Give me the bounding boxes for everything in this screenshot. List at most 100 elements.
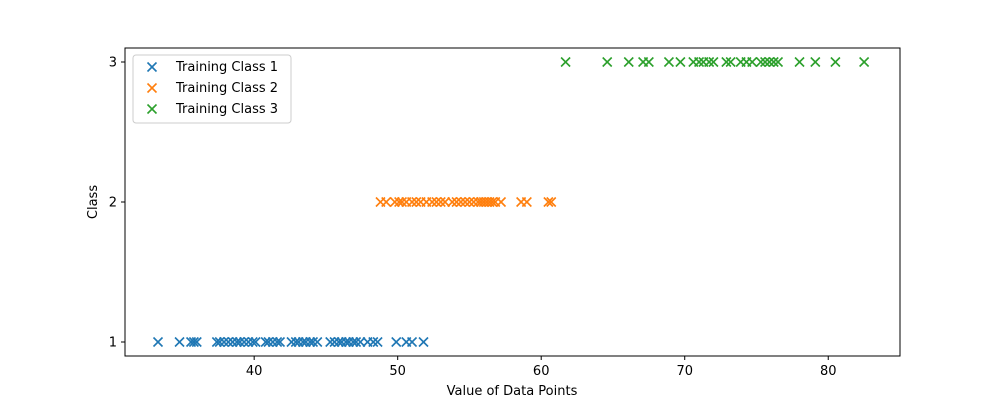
point-class-2-32: [546, 196, 557, 208]
point-class-1-16: [250, 336, 261, 348]
point-class-1-5: [191, 336, 202, 348]
point-class-2-14: [439, 196, 451, 208]
point-class-3-19: [760, 56, 771, 68]
point-class-1-32: [333, 336, 344, 348]
point-class-1-15: [247, 336, 258, 348]
point-class-3-1: [560, 56, 571, 68]
point-class-1-44: [406, 336, 418, 348]
point-class-3-3: [623, 56, 634, 68]
series-class-1: [152, 336, 429, 348]
point-class-2-13: [435, 196, 446, 208]
point-class-1-41: [372, 336, 383, 348]
point-class-1-9: [223, 336, 234, 348]
point-class-3-17: [747, 56, 758, 68]
point-class-2-11: [427, 196, 438, 208]
point-class-1-13: [239, 336, 250, 348]
point-class-1-12: [234, 336, 245, 348]
y-tick-label-2: 2: [109, 196, 117, 211]
point-class-2-4: [394, 196, 405, 208]
point-class-1-28: [307, 336, 319, 348]
point-class-3-12: [708, 56, 719, 68]
point-class-3-6: [663, 56, 675, 68]
point-class-2-17: [455, 196, 466, 208]
x-tick-label-60: 60: [533, 364, 550, 379]
point-class-1-42: [391, 336, 402, 348]
y-tick-label-1: 1: [109, 336, 117, 351]
point-class-1-31: [329, 336, 340, 348]
point-class-3-9: [694, 56, 705, 68]
point-class-2-20: [468, 196, 479, 208]
point-class-2-7: [406, 196, 418, 208]
legend-entry-class-3: Training Class 3: [146, 102, 278, 117]
point-class-3-24: [810, 56, 821, 68]
point-class-1-36: [348, 336, 359, 348]
point-class-1-33: [336, 336, 347, 348]
point-class-1-34: [340, 336, 352, 348]
x-tick-label-70: 70: [676, 364, 693, 379]
point-class-1-11: [231, 336, 243, 348]
point-class-1-38: [355, 336, 366, 348]
point-class-1-6: [211, 336, 222, 348]
x-tick-label-50: 50: [389, 364, 406, 379]
point-class-1-35: [343, 336, 354, 348]
legend-marker-class-1: [146, 61, 158, 73]
point-class-2-26: [487, 196, 498, 208]
point-class-2-16: [451, 196, 462, 208]
point-class-2-30: [521, 196, 532, 208]
point-class-1-23: [290, 336, 301, 348]
y-axis: 1 2 3: [109, 56, 125, 351]
point-class-1-21: [274, 336, 286, 348]
legend-entry-class-1: Training Class 1: [146, 60, 278, 75]
point-class-3-13: [721, 56, 732, 68]
point-class-3-14: [725, 56, 736, 68]
point-class-1-24: [293, 336, 304, 348]
legend-box: [132, 54, 292, 124]
point-class-1-1: [152, 336, 164, 348]
point-class-1-26: [300, 336, 311, 348]
x-axis-label: Value of Data Points: [447, 384, 578, 399]
legend-label-class-1: Training Class 1: [175, 60, 278, 75]
point-class-2-3: [389, 196, 400, 208]
legend: Training Class 1 Training Class 2 Traini…: [132, 54, 292, 124]
point-class-1-25: [297, 336, 309, 348]
point-class-3-23: [794, 56, 805, 68]
point-class-2-8: [411, 196, 422, 208]
legend-entry-class-2: Training Class 2: [146, 81, 278, 96]
point-class-2-15: [447, 196, 458, 208]
series-class-3: [560, 56, 870, 68]
point-class-1-45: [418, 336, 429, 348]
point-class-1-27: [305, 336, 316, 348]
point-class-3-26: [859, 56, 870, 68]
point-class-1-4: [188, 336, 199, 348]
point-class-3-20: [764, 56, 775, 68]
point-class-1-20: [272, 336, 283, 348]
point-class-1-7: [214, 336, 225, 348]
point-class-3-22: [772, 56, 784, 68]
point-class-1-2: [174, 336, 185, 348]
point-class-2-28: [495, 196, 507, 208]
point-class-1-18: [263, 336, 274, 348]
point-class-2-31: [543, 196, 554, 208]
point-class-1-17: [260, 336, 271, 348]
point-class-2-19: [464, 196, 475, 208]
legend-marker-class-2: [146, 82, 158, 94]
point-class-1-30: [325, 336, 336, 348]
x-tick-label-80: 80: [820, 364, 837, 379]
point-class-2-5: [396, 196, 408, 208]
point-class-1-14: [243, 336, 254, 348]
point-class-3-2: [602, 56, 613, 68]
point-class-1-40: [368, 336, 379, 348]
legend-label-class-2: Training Class 2: [175, 81, 278, 96]
point-class-3-7: [675, 56, 686, 68]
point-class-1-29: [312, 336, 323, 348]
series-class-2: [375, 196, 557, 208]
legend-marker-class-3: [146, 103, 158, 115]
point-class-3-11: [704, 56, 715, 68]
point-class-1-37: [350, 336, 362, 348]
point-class-3-21: [768, 56, 779, 68]
point-class-2-12: [431, 196, 442, 208]
y-axis-label: Class: [86, 185, 101, 219]
point-class-3-25: [830, 56, 841, 68]
y-tick-label-3: 3: [109, 56, 117, 71]
point-class-1-22: [286, 336, 297, 348]
